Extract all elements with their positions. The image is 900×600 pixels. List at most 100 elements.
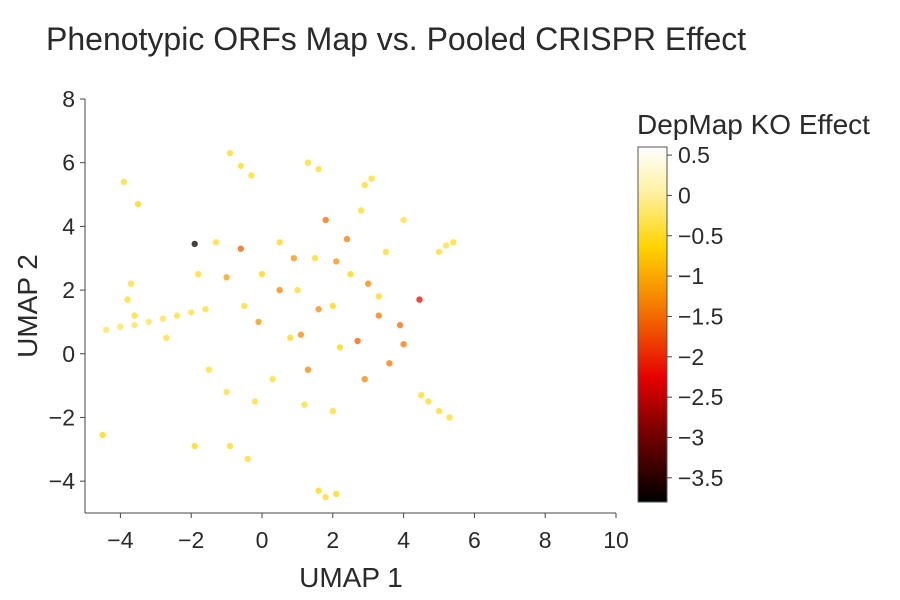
scatter-point — [416, 296, 423, 303]
scatter-point — [333, 490, 340, 498]
scatter-point — [205, 366, 213, 373]
scatter-point — [120, 178, 128, 185]
scatter-point — [396, 321, 404, 329]
scatter-point — [287, 334, 294, 341]
scatter-point — [435, 407, 443, 415]
scatter-point — [191, 442, 198, 450]
scatter-point — [226, 442, 234, 450]
scatter-point — [269, 376, 276, 383]
colorbar-tick-label: −2.5 — [678, 384, 723, 410]
colorbar: DepMap KO Effect 0.5 0 −0.5 −1 −1.5 −2 −2.5 −3 −… — [637, 109, 870, 503]
scatter-point — [425, 398, 432, 405]
colorbar-title: DepMap KO Effect — [637, 109, 870, 140]
scatter-point — [382, 248, 390, 256]
scatter-point — [304, 159, 312, 166]
chart-title: Phenotypic ORFs Map vs. Pooled CRISPR Ef… — [46, 21, 746, 57]
colorbar-tick-label: 0 — [678, 182, 691, 208]
scatter-point — [400, 216, 407, 224]
scatter-point — [304, 366, 312, 373]
x-tick-label: 2 — [326, 527, 339, 553]
scatter-point — [226, 149, 234, 157]
scatter-point — [375, 312, 382, 319]
scatter-point — [191, 240, 198, 248]
scatter-point — [386, 360, 393, 367]
colorbar-tick-label: 0.5 — [678, 142, 710, 168]
scatter-point — [347, 271, 354, 278]
x-tick-label: 6 — [468, 527, 481, 553]
y-tick-label: 6 — [62, 150, 75, 176]
scatter-point — [361, 376, 368, 383]
y-tick-label: 2 — [62, 277, 75, 303]
scatter-point — [301, 401, 308, 408]
x-axis-label: UMAP 1 — [299, 562, 403, 593]
scatter-point — [315, 306, 322, 313]
scatter-point — [329, 302, 336, 310]
scatter-point — [173, 312, 181, 319]
plot-area — [99, 149, 457, 501]
scatter-point — [258, 271, 266, 278]
scatter-point — [244, 455, 251, 463]
scatter-point — [276, 239, 283, 246]
x-tick-label: 8 — [539, 527, 552, 553]
scatter-point — [237, 162, 244, 170]
colorbar-tick-label: −1.5 — [678, 303, 723, 329]
scatter-point — [131, 312, 138, 319]
scatter-point — [223, 274, 230, 281]
scatter-point — [357, 207, 365, 214]
axes: −4 −2 0 2 4 6 8 10 −4 −2 0 2 4 6 8 — [49, 86, 629, 553]
scatter-point — [241, 302, 248, 310]
scatter-point — [361, 181, 368, 189]
scatter-point — [322, 493, 329, 501]
scatter-point — [368, 175, 375, 182]
scatter-point — [450, 239, 457, 246]
colorbar-tick-label: −3.5 — [678, 465, 723, 491]
colorbar-tick-label: −2 — [678, 344, 704, 370]
scatter-point — [329, 407, 336, 415]
scatter-point — [400, 341, 407, 348]
scatter-point — [315, 487, 322, 494]
scatter-point — [354, 337, 361, 345]
scatter-point — [134, 200, 142, 208]
scatter-point — [294, 286, 301, 294]
y-tick-label: 0 — [62, 341, 75, 367]
scatter-point — [127, 280, 135, 287]
y-tick-label: −4 — [49, 468, 75, 494]
y-tick-label: 4 — [62, 213, 75, 239]
scatter-point — [418, 392, 425, 399]
scatter-point — [223, 388, 230, 396]
scatter-point — [103, 326, 110, 334]
scatter-point — [237, 245, 244, 252]
scatter-point — [159, 315, 167, 322]
colorbar-gradient — [637, 146, 668, 503]
scatter-point — [131, 321, 138, 329]
colorbar-tick-label: −0.5 — [678, 223, 723, 249]
scatter-point — [251, 398, 259, 405]
x-tick-label: 10 — [603, 527, 629, 553]
y-axis-label: UMAP 2 — [12, 254, 43, 358]
scatter-point — [248, 172, 255, 179]
scatter-point — [311, 255, 319, 262]
scatter-point — [446, 414, 453, 421]
scatter-point — [255, 318, 262, 326]
scatter-point — [290, 255, 298, 262]
scatter-point — [163, 334, 170, 341]
scatter-point — [343, 235, 351, 243]
scatter-point — [276, 286, 283, 294]
scatter-point — [375, 293, 382, 300]
scatter-point — [99, 431, 106, 439]
scatter-point — [145, 318, 152, 326]
scatter-point — [365, 280, 372, 287]
x-tick-label: −2 — [178, 527, 204, 553]
scatter-point — [435, 248, 443, 256]
y-tick-label: 8 — [62, 86, 75, 112]
scatter-point — [124, 296, 131, 303]
scatter-point — [202, 306, 209, 313]
scatter-point — [212, 239, 220, 246]
scatter-point — [333, 258, 340, 265]
scatter-point — [195, 271, 202, 278]
x-tick-label: −4 — [107, 527, 133, 553]
scatter-point — [117, 323, 124, 330]
x-tick-label: 4 — [397, 527, 410, 553]
scatter-point — [336, 344, 344, 351]
